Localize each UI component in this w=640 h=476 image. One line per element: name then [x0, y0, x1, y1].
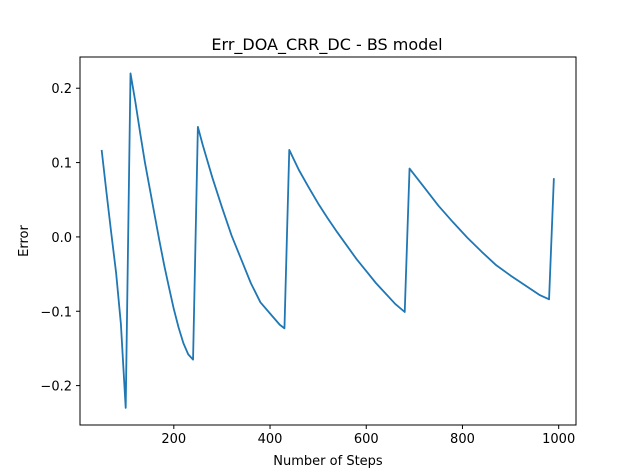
y-tick-label: 0.1	[51, 157, 72, 172]
x-tick-label: 400	[258, 432, 283, 447]
y-axis-label: Error	[17, 225, 32, 257]
y-tick-label: −0.2	[40, 380, 72, 395]
x-tick-label: 200	[161, 432, 186, 447]
chart-title: Err_DOA_CRR_DC - BS model	[211, 35, 442, 55]
x-axis-label: Number of Steps	[273, 454, 383, 469]
y-axis: −0.2 −0.1 0.0 0.1 0.2	[40, 82, 80, 395]
y-tick-label: 0.2	[51, 82, 72, 97]
y-tick-label: 0.0	[51, 231, 72, 246]
y-tick-label: −0.1	[40, 305, 72, 320]
plot-area	[79, 56, 577, 426]
x-tick-label: 1000	[542, 432, 575, 447]
x-tick-label: 800	[450, 432, 475, 447]
x-axis: 200 400 600 800 1000	[161, 425, 575, 447]
series-line	[100, 72, 555, 409]
x-tick-label: 600	[354, 432, 379, 447]
series-layer	[100, 72, 555, 409]
